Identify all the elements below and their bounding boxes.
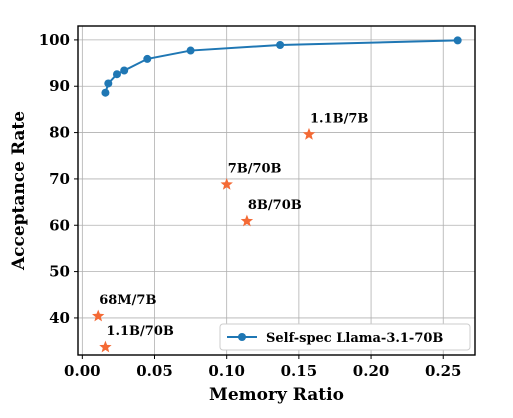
plot-frame [77,25,476,356]
model-pair-label: 68M/7B [99,293,156,308]
series-point [186,46,195,55]
x-tick-label: 0.10 [208,362,245,380]
x-tick-label: 0.25 [425,362,462,380]
model-pair-point [220,177,233,190]
legend: Self-spec Llama-3.1-70B [219,323,471,351]
model-pair-label: 1.1B/70B [106,324,173,339]
y-tick-label: 90 [49,77,70,95]
series-point [143,54,152,63]
x-axis-title: Memory Ratio [209,385,344,405]
axis-ticks: 0.00 0.05 0.10 0.15 0.20 0.25 40 50 60 70 80 90 100 [39,31,462,380]
series-line-group [101,36,462,97]
series-point [120,66,129,75]
x-tick-label: 0.20 [353,362,390,380]
legend-series-label: Self-spec Llama-3.1-70B [266,331,443,346]
model-pair-label: 7B/70B [228,161,282,176]
model-pair-point [99,340,112,353]
x-tick-label: 0.15 [281,362,318,380]
series-point [112,70,121,79]
series-point [101,88,110,97]
legend-box [219,323,471,351]
model-pair-point [92,309,105,322]
series-point [104,79,113,88]
y-tick-label: 50 [49,263,70,281]
annotated-points-group: 1.1B/7B 7B/70B 8B/70B 68M/7B 1.1B/70B [92,111,368,353]
x-tick-label: 0.00 [64,362,101,380]
y-tick-label: 60 [49,216,70,234]
x-tick-label: 0.05 [136,362,173,380]
model-pair-label: 1.1B/7B [310,111,368,126]
y-tick-label: 70 [49,170,70,188]
grid-lines [78,26,475,355]
model-pair-point [240,214,254,227]
y-tick-label: 80 [49,124,70,142]
model-pair-label: 8B/70B [248,198,302,213]
series-point [453,36,462,45]
series-point [276,40,285,49]
legend-series-marker [238,333,246,341]
model-pair-point [302,127,316,140]
y-tick-label: 100 [39,31,70,49]
y-tick-label: 40 [49,309,70,327]
y-axis-title: Acceptance Rate [9,111,29,271]
